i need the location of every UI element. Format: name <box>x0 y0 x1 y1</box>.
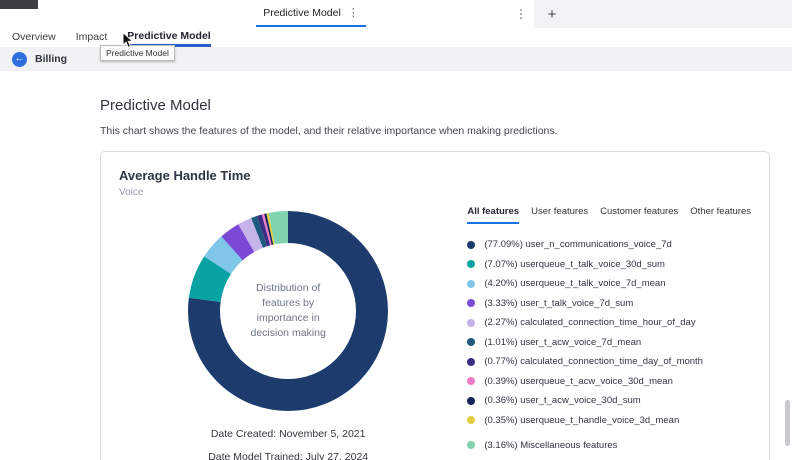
overflow-menu-icon[interactable]: ⋮ <box>515 7 527 21</box>
legend-label: (1.01%) user_t_acw_voice_7d_mean <box>484 337 641 348</box>
legend-dot <box>467 319 475 327</box>
legend-item: (0.35%) userqueue_t_handle_voice_3d_mean <box>467 415 751 426</box>
tab-all-features[interactable]: All features <box>467 206 519 224</box>
donut-center-label: Distribution of features by importance i… <box>221 244 355 378</box>
legend-column: All features User features Customer feat… <box>457 204 751 460</box>
tab-other-features[interactable]: Other features <box>690 206 751 224</box>
page-title: Predictive Model <box>100 97 792 114</box>
model-dates: Date Created: November 5, 2021 Date Mode… <box>208 428 368 460</box>
legend-dot <box>467 441 475 449</box>
date-trained: Date Model Trained: July 27, 2024 <box>208 451 368 460</box>
tab-strip-spacer: + <box>534 0 792 28</box>
card-body: Distribution of features by importance i… <box>119 204 751 460</box>
back-button[interactable]: ← <box>12 52 27 67</box>
browser-tab[interactable]: Predictive Model ⋮ <box>256 1 366 27</box>
card-subtitle: Voice <box>119 187 751 198</box>
legend-item: (2.27%) calculated_connection_time_hour_… <box>467 317 751 328</box>
screen: Predictive Model ⋮ ⋮ + Overview Impact P… <box>0 0 792 460</box>
legend-item: (7.07%) userqueue_t_talk_voice_30d_sum <box>467 259 751 270</box>
legend-dot <box>467 260 475 268</box>
feature-legend-list: (77.09%) user_n_communications_voice_7d (… <box>467 239 751 451</box>
mouse-cursor-icon <box>122 32 134 54</box>
tab-overview[interactable]: Overview <box>12 31 56 47</box>
tab-tooltip: Predictive Model <box>100 45 175 61</box>
legend-label: (0.36%) user_t_acw_voice_30d_sum <box>484 395 640 406</box>
browser-tab-strip: Predictive Model ⋮ ⋮ + <box>0 0 792 28</box>
legend-dot <box>467 338 475 346</box>
feature-importance-card: Average Handle Time Voice Distribution o… <box>100 151 770 460</box>
legend-label: (0.35%) userqueue_t_handle_voice_3d_mean <box>484 415 679 426</box>
legend-item: (3.33%) user_t_talk_voice_7d_sum <box>467 298 751 309</box>
legend-item: (0.39%) userqueue_t_acw_voice_30d_mean <box>467 376 751 387</box>
feature-tabs: All features User features Customer feat… <box>467 206 751 224</box>
legend-item: (0.77%) calculated_connection_time_day_o… <box>467 356 751 367</box>
browser-tab-title: Predictive Model <box>263 7 341 19</box>
page-description: This chart shows the features of the mod… <box>100 125 792 137</box>
legend-dot <box>467 241 475 249</box>
legend-label: (3.33%) user_t_talk_voice_7d_sum <box>484 298 633 309</box>
legend-label: (3.16%) Miscellaneous features <box>484 440 617 451</box>
tab-user-features[interactable]: User features <box>531 206 588 224</box>
chart-column: Distribution of features by importance i… <box>119 204 457 460</box>
legend-label: (0.39%) userqueue_t_acw_voice_30d_mean <box>484 376 673 387</box>
legend-item: (4.20%) userqueue_t_talk_voice_7d_mean <box>467 278 751 289</box>
tab-menu-icon[interactable]: ⋮ <box>348 8 359 19</box>
legend-label: (4.20%) userqueue_t_talk_voice_7d_mean <box>484 278 665 289</box>
legend-label: (2.27%) calculated_connection_time_hour_… <box>484 317 695 328</box>
legend-dot <box>467 416 475 424</box>
legend-item: (1.01%) user_t_acw_voice_7d_mean <box>467 337 751 348</box>
scrollbar-thumb[interactable] <box>785 400 790 446</box>
legend-dot <box>467 299 475 307</box>
breadcrumb-label: Billing <box>35 53 67 65</box>
card-title: Average Handle Time <box>119 168 751 183</box>
donut-chart: Distribution of features by importance i… <box>185 208 391 414</box>
tab-customer-features[interactable]: Customer features <box>600 206 678 224</box>
legend-dot <box>467 358 475 366</box>
legend-item: (3.16%) Miscellaneous features <box>467 440 751 451</box>
legend-item: (77.09%) user_n_communications_voice_7d <box>467 239 751 250</box>
legend-label: (77.09%) user_n_communications_voice_7d <box>484 239 671 250</box>
legend-label: (7.07%) userqueue_t_talk_voice_30d_sum <box>484 259 665 270</box>
legend-dot <box>467 280 475 288</box>
legend-dot <box>467 397 475 405</box>
new-tab-button[interactable]: + <box>541 3 563 25</box>
window-corner <box>0 0 38 9</box>
main-content: Predictive Model This chart shows the fe… <box>0 71 792 460</box>
legend-label: (0.77%) calculated_connection_time_day_o… <box>484 356 703 367</box>
legend-item: (0.36%) user_t_acw_voice_30d_sum <box>467 395 751 406</box>
legend-dot <box>467 377 475 385</box>
date-created: Date Created: November 5, 2021 <box>208 428 368 440</box>
